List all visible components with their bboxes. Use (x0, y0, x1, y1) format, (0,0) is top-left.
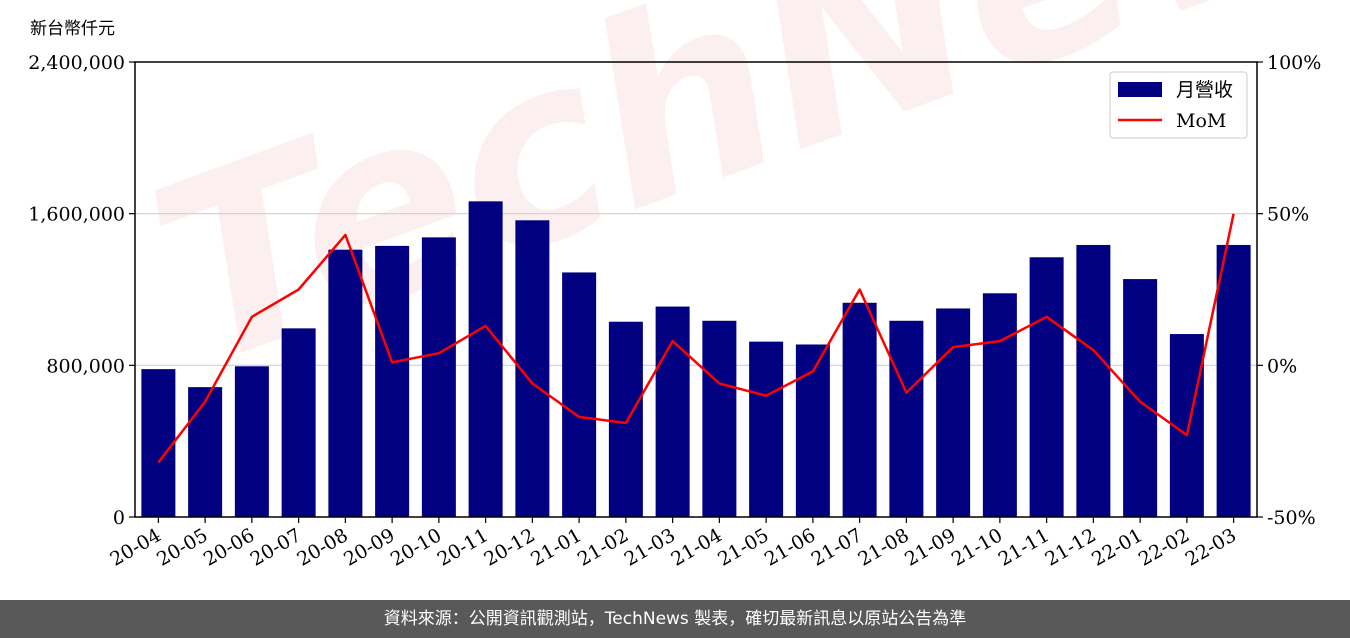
left-tick-label: 800,000 (46, 355, 125, 377)
bar-21-04 (702, 320, 737, 517)
x-tick-label: 20-08 (293, 524, 351, 570)
right-tick-label: 50% (1267, 204, 1309, 226)
x-tick-label: 21-11 (995, 524, 1053, 570)
right-tick-label: 0% (1267, 355, 1297, 377)
x-tick-label: 21-02 (574, 524, 632, 570)
left-tick-label: 2,400,000 (28, 52, 125, 74)
x-tick-label: 21-04 (667, 524, 725, 570)
bar-21-09 (936, 308, 971, 517)
bar-20-09 (375, 245, 410, 518)
x-tick-label: 20-07 (247, 524, 305, 570)
bar-21-11 (1029, 257, 1064, 517)
x-tick-label: 21-09 (901, 524, 959, 570)
bar-21-10 (982, 293, 1017, 517)
x-tick-label: 20-04 (106, 524, 164, 570)
x-tick-label: 21-01 (527, 524, 585, 570)
bar-21-08 (889, 320, 924, 517)
bar-20-06 (234, 366, 269, 517)
bar-21-02 (608, 321, 643, 517)
x-tick-label: 21-12 (1041, 524, 1099, 570)
bar-20-08 (328, 249, 363, 517)
bar-series (141, 201, 1251, 518)
x-tick-label: 20-10 (387, 524, 445, 570)
x-tick-label: 21-10 (948, 524, 1006, 570)
x-tick-label: 22-02 (1135, 524, 1193, 570)
bar-21-12 (1076, 244, 1111, 517)
bar-20-11 (468, 201, 503, 517)
legend: 月營收 MoM (1109, 71, 1248, 139)
x-tick-label: 20-06 (200, 524, 258, 570)
x-tick-label: 21-08 (854, 524, 912, 570)
bar-21-03 (655, 306, 690, 517)
mom-line-series (157, 213, 1235, 464)
grid-lines (135, 213, 1257, 366)
bar-20-07 (281, 328, 316, 517)
x-tick-label: 20-09 (340, 524, 398, 570)
left-tick-label: 0 (113, 507, 125, 529)
legend-label-revenue: 月營收 (1176, 79, 1233, 101)
x-tick-label: 20-12 (480, 524, 538, 570)
revenue-chart: 0 800,000 1,600,000 2,400,000 -50% 0% 50% 100% 2… (28, 52, 1321, 571)
x-tick-label: 22-01 (1088, 524, 1146, 570)
bar-21-06 (795, 344, 830, 517)
bar-20-05 (188, 387, 223, 517)
bar-21-07 (842, 302, 877, 517)
legend-swatch-bar (1118, 82, 1162, 97)
x-tick-label: 21-05 (714, 524, 772, 570)
footer-source-note: 資料來源：公開資訊觀測站，TechNews 製表，確切最新訊息以原站公告為準 (0, 600, 1350, 638)
bar-22-01 (1123, 279, 1158, 517)
x-tick-label: 22-03 (1182, 524, 1240, 570)
x-tick-label: 21-07 (808, 524, 866, 570)
y-axis-unit-label: 新台幣仟元 (30, 19, 115, 39)
bar-21-05 (749, 341, 784, 517)
bar-21-01 (562, 272, 597, 517)
x-tick-label: 20-05 (153, 524, 211, 570)
bar-22-03 (1216, 244, 1251, 517)
bar-20-10 (421, 237, 456, 518)
legend-label-mom: MoM (1176, 110, 1226, 132)
x-tick-label: 21-03 (621, 524, 679, 570)
x-tick-label: 21-06 (761, 524, 819, 570)
right-tick-label: 100% (1267, 52, 1321, 74)
bar-20-04 (141, 369, 176, 517)
mom-line (157, 213, 1235, 464)
x-tick-label: 20-11 (434, 524, 492, 570)
plot-frame (134, 61, 1258, 518)
left-tick-label: 1,600,000 (28, 204, 125, 226)
right-tick-label: -50% (1267, 507, 1316, 529)
